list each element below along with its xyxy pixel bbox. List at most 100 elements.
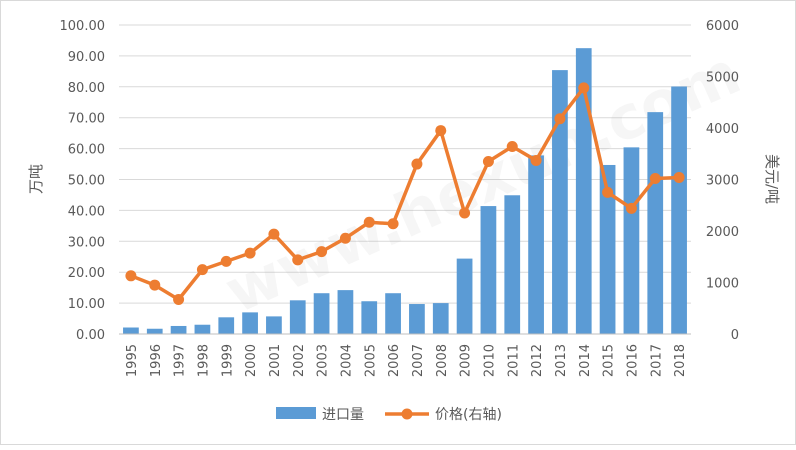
x-tick-label: 1995 xyxy=(125,344,140,377)
legend: 进口量 价格(右轴) xyxy=(276,407,502,423)
x-tick-label: 1996 xyxy=(149,344,164,377)
price-point-2000 xyxy=(244,247,256,259)
price-point-1997 xyxy=(173,293,185,305)
y-left-tick-label: 90.00 xyxy=(68,50,105,65)
bar-2009 xyxy=(456,258,473,334)
x-tick-label: 1999 xyxy=(220,344,235,377)
legend-bar-swatch xyxy=(276,407,316,419)
bar-2006 xyxy=(385,293,401,334)
x-tick-label: 2011 xyxy=(506,344,521,377)
x-tick-label: 2001 xyxy=(268,344,283,377)
y-right-tick-label: 1000 xyxy=(706,277,739,292)
x-tick-label: 2005 xyxy=(363,344,378,377)
price-point-2017 xyxy=(649,172,661,184)
bar-2018 xyxy=(671,86,687,334)
price-point-2004 xyxy=(339,232,351,244)
bar-2016 xyxy=(623,147,640,334)
legend-line-marker xyxy=(401,408,413,420)
y-left-axis-title: 万吨 xyxy=(27,164,45,194)
x-tick-label: 1998 xyxy=(196,344,211,377)
price-point-1995 xyxy=(125,270,137,282)
y-right-tick-label: 6000 xyxy=(706,19,739,34)
x-tick-label: 2012 xyxy=(530,344,545,377)
bar-2007 xyxy=(409,304,425,334)
bar-2003 xyxy=(313,293,330,334)
bar-2010 xyxy=(480,206,497,334)
y-left-tick-label: 70.00 xyxy=(68,112,105,127)
price-point-2005 xyxy=(363,216,375,228)
bar-2001 xyxy=(266,316,282,334)
price-point-2006 xyxy=(387,218,399,230)
bar-1998 xyxy=(194,324,211,334)
price-point-2011 xyxy=(506,141,518,153)
bar-2000 xyxy=(242,312,258,334)
x-tick-label: 2008 xyxy=(435,344,450,377)
bar-series xyxy=(123,48,687,335)
y-right-tick-label: 2000 xyxy=(706,225,739,240)
x-tick-label: 2016 xyxy=(625,344,640,377)
x-tick-label: 1997 xyxy=(173,344,188,377)
bar-2017 xyxy=(647,112,664,334)
y-right-tick-label: 3000 xyxy=(706,174,739,189)
x-tick-label: 2000 xyxy=(244,344,259,377)
price-point-2013 xyxy=(554,113,566,125)
legend-line-label: 价格(右轴) xyxy=(435,407,502,423)
price-point-2016 xyxy=(625,202,637,214)
x-tick-label: 2002 xyxy=(292,344,307,377)
bar-2002 xyxy=(289,300,306,334)
axes: 0.00 10.00 20.00 30.00 40.00 50.00 60.00 70.00 8… xyxy=(27,19,781,377)
y-left-tick-label: 60.00 xyxy=(68,143,105,158)
bar-1999 xyxy=(218,317,235,334)
price-point-2007 xyxy=(411,158,423,170)
y-right-tick-label: 5000 xyxy=(706,71,739,86)
y-left-tick-label: 10.00 xyxy=(68,297,105,312)
x-tick-label: 2013 xyxy=(554,344,569,377)
price-point-2009 xyxy=(459,207,471,219)
x-tick-label: 2004 xyxy=(339,344,354,377)
y-left-tick-label: 80.00 xyxy=(68,81,105,96)
price-point-1996 xyxy=(149,279,161,291)
price-point-2003 xyxy=(316,246,328,258)
price-point-1999 xyxy=(220,255,232,267)
y-left-tick-label: 50.00 xyxy=(68,174,105,189)
x-tick-label: 2006 xyxy=(387,344,402,377)
bar-2004 xyxy=(337,290,354,334)
bar-2014 xyxy=(575,48,592,335)
y-left-tick-label: 100.00 xyxy=(60,19,106,34)
y-left-tick-label: 30.00 xyxy=(68,235,105,250)
price-point-2010 xyxy=(482,155,494,167)
price-point-1998 xyxy=(196,264,208,276)
price-point-2014 xyxy=(578,82,590,94)
bar-2015 xyxy=(599,164,616,334)
x-tick-label: 2009 xyxy=(459,344,474,377)
y-right-tick-label: 4000 xyxy=(706,122,739,137)
bar-2011 xyxy=(504,195,521,334)
bar-2008 xyxy=(432,303,449,334)
price-point-2001 xyxy=(268,228,280,240)
x-tick-label: 2014 xyxy=(578,344,593,377)
y-left-tick-label: 40.00 xyxy=(68,204,105,219)
price-point-2012 xyxy=(530,154,542,166)
x-tick-label: 2007 xyxy=(411,344,426,377)
price-point-2015 xyxy=(602,186,614,198)
x-tick-label: 2003 xyxy=(316,344,331,377)
price-point-2002 xyxy=(292,254,304,266)
bar-1995 xyxy=(123,327,139,334)
y-left-tick-label: 0.00 xyxy=(76,328,105,343)
bar-2005 xyxy=(361,301,378,334)
price-point-2008 xyxy=(435,125,447,137)
legend-bar-label: 进口量 xyxy=(322,407,364,423)
bar-1996 xyxy=(146,328,163,334)
bar-2012 xyxy=(528,155,544,334)
y-right-tick-label: 0 xyxy=(731,328,739,343)
x-tick-label: 2010 xyxy=(482,344,497,377)
bar-1997 xyxy=(170,325,187,334)
gridlines xyxy=(119,24,691,335)
price-point-2018 xyxy=(673,171,685,183)
bar-2013 xyxy=(552,70,568,334)
y-right-axis-title: 美元/吨 xyxy=(763,154,781,204)
x-tick-label: 2015 xyxy=(602,344,617,377)
x-tick-label: 2018 xyxy=(673,344,688,377)
